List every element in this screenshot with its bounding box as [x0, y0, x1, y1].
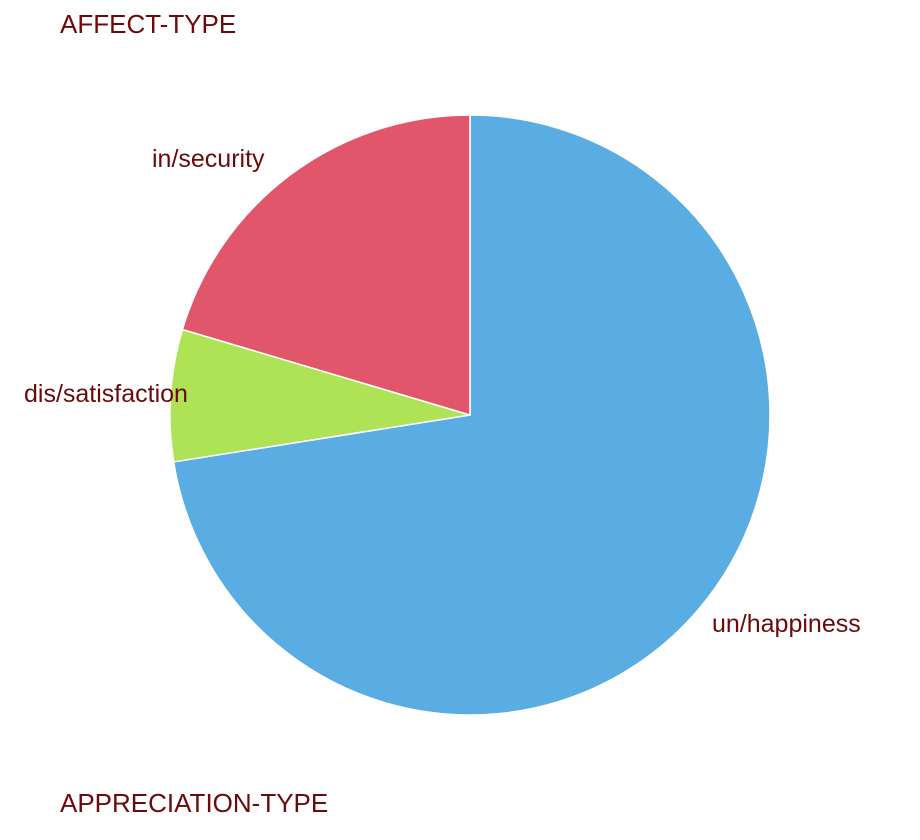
slice-label-un-happiness: un/happiness — [712, 610, 861, 638]
pie-labels: un/happiness dis/satisfaction in/security — [24, 145, 861, 638]
slice-label-in-security: in/security — [152, 145, 265, 173]
appreciation-type-heading: APPRECIATION-TYPE — [60, 788, 328, 818]
pie-slice-un-happiness — [172, 114, 771, 716]
affect-type-heading: AFFECT-TYPE — [60, 9, 236, 39]
pie-slices — [169, 114, 771, 716]
pie-slice-dis-satisfaction — [169, 328, 471, 463]
pie-slice-in-security — [181, 114, 471, 416]
slice-label-dis-satisfaction: dis/satisfaction — [24, 380, 188, 408]
